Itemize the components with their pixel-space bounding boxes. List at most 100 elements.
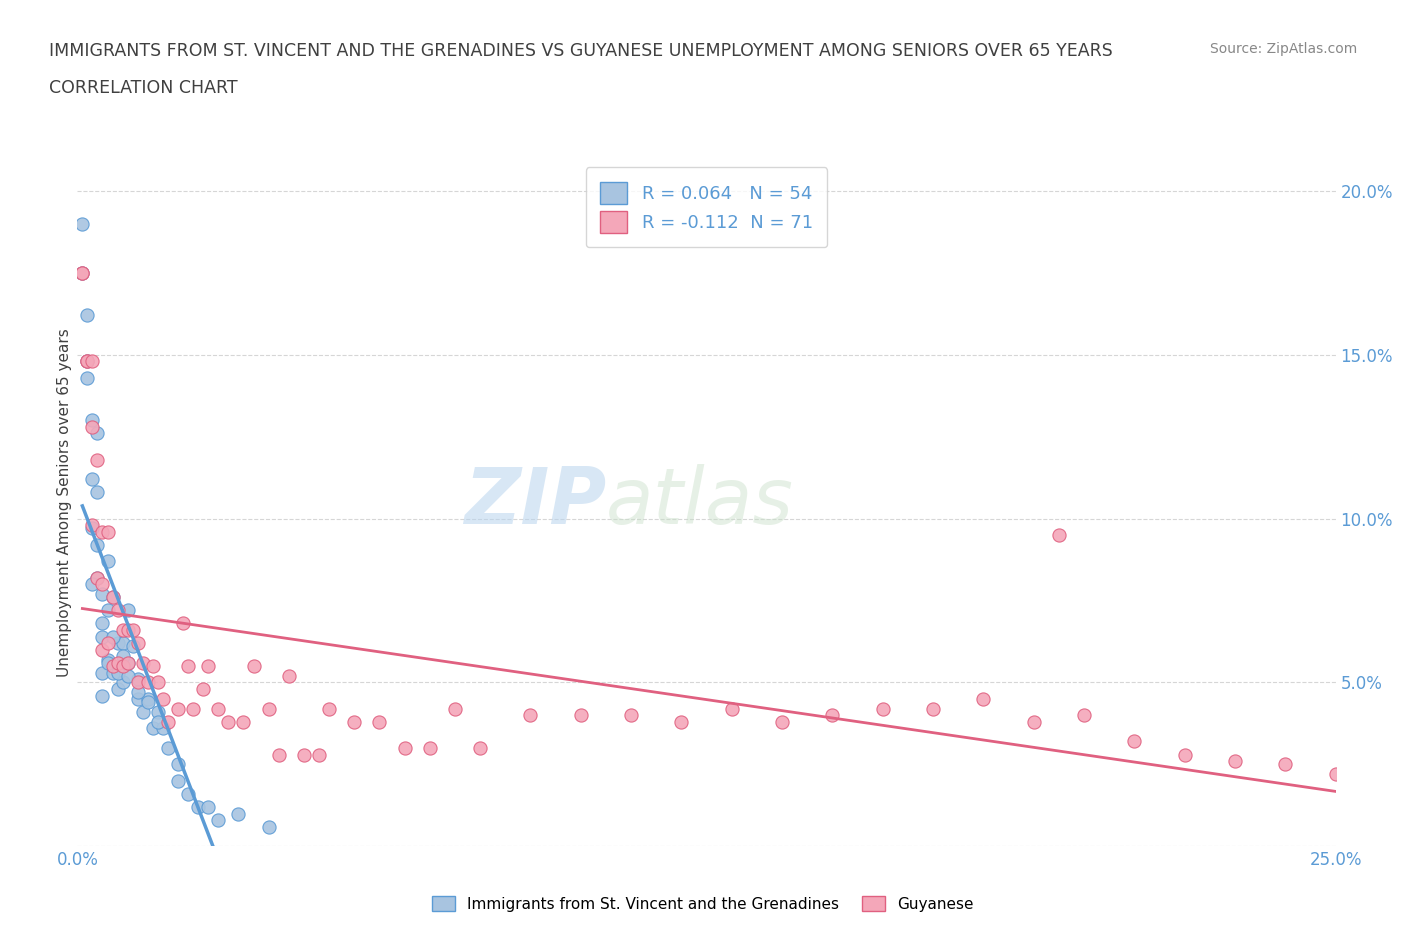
Point — [101, 590, 124, 604]
Point — [922, 701, 945, 716]
Point — [620, 708, 643, 723]
Point — [127, 684, 149, 699]
Point — [569, 708, 592, 723]
Point — [308, 747, 330, 762]
Text: Source: ZipAtlas.com: Source: ZipAtlas.com — [1209, 42, 1357, 56]
Point — [197, 658, 219, 673]
Point — [76, 308, 98, 323]
Point — [181, 701, 204, 716]
Point — [228, 806, 250, 821]
Point — [101, 665, 124, 680]
Point — [152, 721, 174, 736]
Point — [132, 705, 155, 720]
Point — [197, 800, 219, 815]
Point — [82, 577, 104, 591]
Point — [91, 616, 114, 631]
Point — [76, 353, 98, 368]
Point — [277, 669, 299, 684]
Point — [318, 701, 340, 716]
Point — [167, 701, 190, 716]
Point — [136, 695, 159, 710]
Point — [101, 629, 124, 644]
Point — [76, 353, 98, 368]
Point — [111, 636, 134, 651]
Point — [111, 649, 134, 664]
Point — [82, 419, 104, 434]
Legend: R = 0.064   N = 54, R = -0.112  N = 71: R = 0.064 N = 54, R = -0.112 N = 71 — [586, 167, 827, 247]
Point — [519, 708, 541, 723]
Point — [111, 622, 134, 637]
Point — [101, 658, 124, 673]
Point — [419, 740, 441, 755]
Point — [111, 675, 134, 690]
Point — [1324, 766, 1347, 781]
Point — [107, 665, 129, 680]
Point — [107, 656, 129, 671]
Point — [1223, 753, 1246, 768]
Point — [72, 216, 94, 231]
Text: ZIP: ZIP — [464, 464, 606, 540]
Point — [242, 658, 264, 673]
Point — [127, 636, 149, 651]
Point — [207, 701, 229, 716]
Point — [257, 819, 280, 834]
Point — [91, 643, 114, 658]
Point — [167, 757, 190, 772]
Point — [117, 603, 139, 618]
Point — [191, 682, 215, 697]
Point — [1022, 714, 1045, 729]
Point — [82, 413, 104, 428]
Point — [96, 525, 118, 539]
Point — [872, 701, 894, 716]
Point — [117, 622, 139, 637]
Point — [101, 590, 124, 604]
Point — [136, 675, 159, 690]
Point — [177, 787, 200, 802]
Point — [96, 652, 118, 667]
Point — [142, 658, 165, 673]
Point — [91, 688, 114, 703]
Point — [1174, 747, 1197, 762]
Point — [444, 701, 467, 716]
Point — [152, 691, 174, 706]
Point — [96, 636, 118, 651]
Point — [207, 813, 229, 828]
Point — [82, 521, 104, 536]
Text: atlas: atlas — [606, 464, 794, 540]
Point — [107, 636, 129, 651]
Point — [72, 265, 94, 280]
Point — [1073, 708, 1095, 723]
Point — [1274, 757, 1296, 772]
Point — [127, 691, 149, 706]
Legend: Immigrants from St. Vincent and the Grenadines, Guyanese: Immigrants from St. Vincent and the Gren… — [426, 889, 980, 918]
Point — [146, 705, 169, 720]
Point — [217, 714, 239, 729]
Point — [86, 426, 108, 441]
Point — [82, 472, 104, 486]
Point — [72, 265, 94, 280]
Point — [76, 370, 98, 385]
Point — [91, 525, 114, 539]
Point — [121, 622, 143, 637]
Point — [394, 740, 416, 755]
Point — [91, 577, 114, 591]
Point — [91, 665, 114, 680]
Point — [267, 747, 290, 762]
Point — [96, 603, 118, 618]
Point — [91, 587, 114, 602]
Point — [146, 675, 169, 690]
Point — [86, 570, 108, 585]
Point — [117, 656, 139, 671]
Point — [86, 485, 108, 499]
Text: CORRELATION CHART: CORRELATION CHART — [49, 79, 238, 97]
Point — [86, 570, 108, 585]
Point — [72, 265, 94, 280]
Point — [132, 656, 155, 671]
Point — [146, 714, 169, 729]
Point — [368, 714, 391, 729]
Point — [1123, 734, 1146, 749]
Point — [172, 616, 194, 631]
Y-axis label: Unemployment Among Seniors over 65 years: Unemployment Among Seniors over 65 years — [56, 328, 72, 677]
Point — [187, 800, 209, 815]
Point — [257, 701, 280, 716]
